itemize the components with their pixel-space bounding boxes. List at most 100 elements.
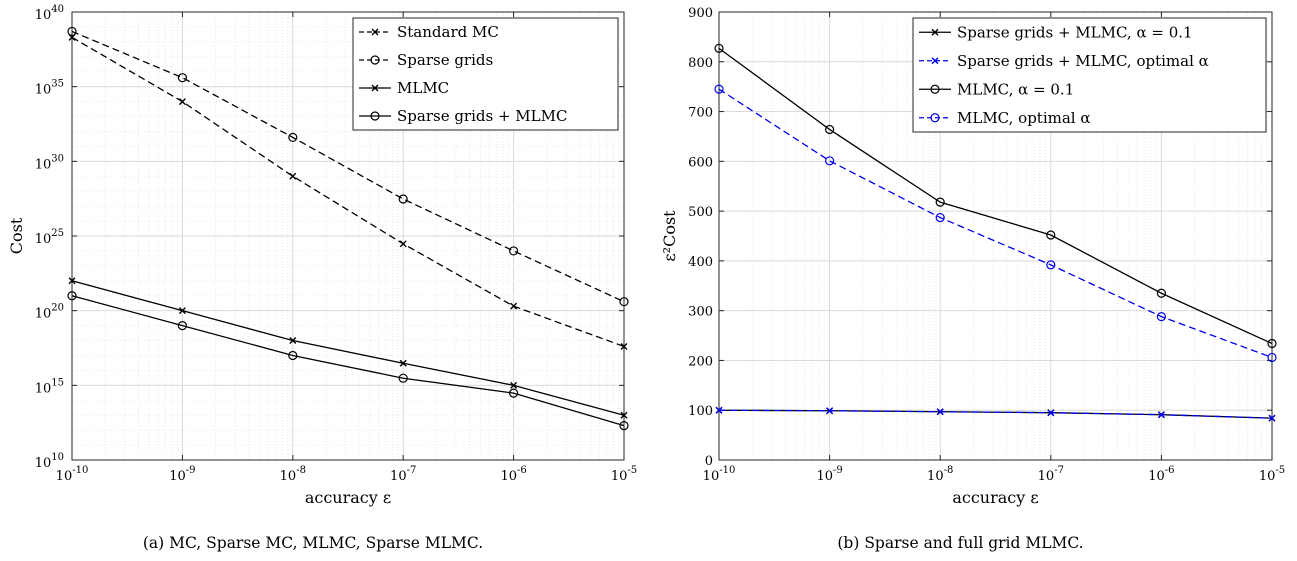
data-point — [1157, 411, 1165, 419]
x-tick-label: 10-8 — [280, 465, 306, 484]
data-point — [398, 194, 408, 204]
data-point — [824, 156, 835, 166]
x-axis-label: accuracy ε — [305, 488, 391, 507]
data-point — [508, 388, 519, 398]
legend-box — [352, 17, 619, 131]
y-tick-label: 800 — [688, 56, 713, 71]
data-point — [935, 197, 945, 207]
data-point — [399, 240, 407, 248]
data-point — [399, 359, 407, 367]
x-tick-label: 10-9 — [169, 465, 195, 484]
y-tick-label: 1025 — [35, 228, 64, 247]
legend-marker — [370, 111, 380, 121]
series-line — [718, 409, 1273, 419]
data-point — [1268, 414, 1276, 422]
legend-label: MLMC — [397, 79, 449, 97]
series-line — [71, 30, 625, 303]
legend-marker — [371, 28, 379, 36]
data-point — [715, 406, 723, 414]
x-tick-label: 10-10 — [56, 465, 89, 484]
series-line — [718, 47, 1273, 345]
figure-caption: (b) Sparse and full grid MLMC. — [837, 534, 1083, 552]
x-axis-label: accuracy ε — [952, 488, 1038, 507]
y-tick-label: 1015 — [35, 377, 64, 396]
data-point — [67, 291, 77, 301]
chart-0: 10-10 10-9 10-8 10-7 10-6 10-5 1010 1015 1020 102… — [7, 4, 637, 552]
data-point — [619, 297, 629, 307]
y-tick-label: 1010 — [35, 452, 64, 471]
data-point — [935, 212, 945, 223]
legend-label: MLMC, α = 0.1 — [957, 80, 1074, 98]
legend-entry: MLMC — [359, 79, 449, 97]
legend-marker — [371, 84, 379, 92]
data-point — [289, 172, 297, 180]
legend-label: Sparse grids + MLMC — [397, 107, 567, 125]
series-3 — [714, 84, 1277, 363]
y-tick-label: 600 — [688, 155, 713, 170]
y-tick-label: 200 — [688, 354, 713, 369]
data-point — [177, 321, 187, 331]
data-point — [1267, 338, 1277, 349]
legend-label: Sparse grids + MLMC, α = 0.1 — [957, 23, 1193, 41]
y-tick-label: 500 — [688, 205, 713, 220]
legend-label: MLMC, optimal α — [957, 109, 1090, 127]
figure-caption: (a) MC, Sparse MC, MLMC, Sparse MLMC. — [143, 534, 483, 552]
x-tick-label: 10-7 — [390, 465, 416, 484]
data-point — [1156, 288, 1167, 298]
y-tick-label: 0 — [705, 454, 713, 469]
legend: Standard MC Sparse grids MLMC Sparse grids … — [352, 17, 619, 131]
series-0 — [715, 406, 1276, 422]
x-tick-label: 10-5 — [611, 465, 637, 484]
axes-box — [718, 11, 1273, 461]
data-point — [288, 350, 298, 361]
series-1 — [67, 26, 629, 307]
legend-label: Standard MC — [397, 23, 499, 41]
data-point — [824, 124, 835, 135]
data-point — [178, 307, 186, 315]
data-point — [714, 43, 724, 53]
data-point — [67, 26, 77, 37]
series-line — [71, 36, 625, 348]
legend-box — [912, 17, 1267, 133]
data-point — [936, 408, 944, 416]
x-tick-label: 10-8 — [927, 465, 953, 484]
series-line — [71, 295, 625, 427]
legend-entry: Sparse grids + MLMC, α = 0.1 — [919, 23, 1193, 41]
data-point — [1046, 260, 1056, 270]
y-tick-label: 700 — [688, 106, 713, 121]
y-tick-label: 300 — [688, 305, 713, 320]
data-point — [177, 73, 187, 83]
y-tick-label: 1035 — [35, 79, 64, 98]
data-point — [1156, 312, 1167, 322]
chart-1: 10-10 10-9 10-8 10-7 10-6 10-5 0 100 200 300 400 50… — [660, 6, 1285, 552]
data-point — [508, 246, 519, 256]
y-axis-label: Cost — [7, 217, 26, 254]
data-point — [620, 411, 628, 419]
legend-marker — [370, 55, 380, 65]
legend-label: Sparse grids + MLMC, optimal α — [957, 52, 1209, 70]
y-axis-label: ε²Cost — [660, 210, 679, 262]
x-tick-label: 10-10 — [703, 465, 736, 484]
data-point — [1047, 409, 1055, 417]
series-line — [718, 409, 1273, 419]
series-line — [71, 280, 625, 416]
data-point — [1046, 230, 1056, 240]
series-2 — [714, 43, 1277, 349]
x-tick-label: 10-7 — [1038, 465, 1064, 484]
data-point — [619, 421, 629, 431]
series-3 — [67, 291, 629, 431]
series-1 — [715, 406, 1276, 422]
legend: Sparse grids + MLMC, α = 0.1 Sparse grids… — [912, 17, 1267, 133]
x-tick-label: 10-6 — [1148, 465, 1174, 484]
legend-entry: Standard MC — [359, 23, 499, 41]
y-tick-label: 1040 — [35, 4, 64, 23]
legend-marker — [930, 113, 940, 123]
data-point — [826, 407, 834, 415]
data-point — [510, 302, 518, 310]
legend-entry: Sparse grids + MLMC, optimal α — [919, 52, 1209, 70]
series-line — [718, 88, 1273, 359]
x-tick-label: 10-5 — [1259, 465, 1285, 484]
y-tick-label: 1020 — [35, 303, 64, 322]
data-point — [289, 337, 297, 345]
